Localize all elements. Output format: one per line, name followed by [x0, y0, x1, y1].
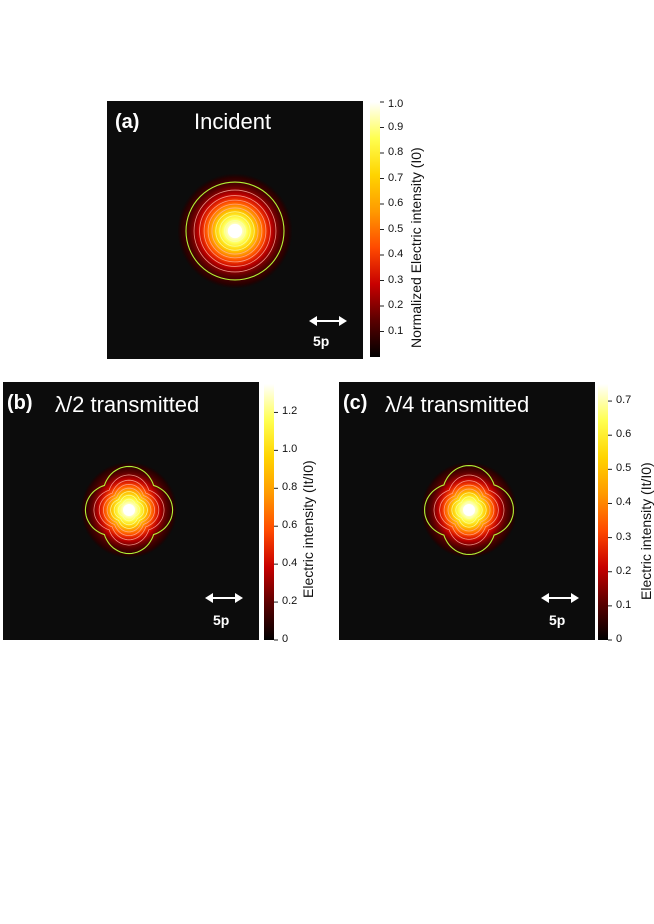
- colorbar-tick-label: 1.0: [282, 443, 298, 455]
- colorbar-tick-label: 0.5: [388, 223, 404, 235]
- panel-title: Incident: [194, 109, 272, 134]
- contour-line: [117, 498, 141, 522]
- colorbar-tick-label: 0.2: [388, 299, 404, 311]
- colorbar-tick-label: 0.6: [388, 197, 404, 209]
- contour-line: [443, 484, 495, 536]
- colorbar-tick-label: 0.3: [388, 274, 404, 286]
- scale-bar-arrow: [541, 593, 579, 603]
- contour-line: [106, 487, 152, 533]
- colorbar-tick-label: 0.1: [616, 599, 632, 611]
- contour-line: [211, 207, 259, 255]
- colorbar-quarter-wave: 0 0.1 0.2 0.3 0.4 0.5 0.6 0.7: [598, 384, 631, 645]
- contour-line: [98, 479, 160, 541]
- contour-line: [455, 496, 483, 524]
- contour-line: [219, 215, 251, 247]
- contour-line: [224, 220, 246, 242]
- colorbar-fill: [264, 384, 274, 640]
- colorbar-title: Electric intensity (It/I0): [638, 462, 654, 600]
- scale-bar-arrow: [309, 316, 347, 326]
- intensity-map: [420, 461, 579, 603]
- contour-line: [460, 501, 478, 519]
- heatmap-panel-incident: (a) Incident 5p: [107, 101, 363, 359]
- colorbar-fill: [370, 102, 380, 357]
- colorbar-title: Electric intensity (It/I0): [300, 460, 316, 598]
- contour-line: [424, 465, 514, 555]
- colorbar-title: Normalized Electric intensity (I0): [408, 147, 424, 348]
- panel-label: (b): [7, 392, 33, 414]
- intensity-map: [177, 173, 347, 326]
- contour-line: [84, 465, 174, 555]
- colorbar-tick-label: 0.5: [616, 462, 632, 474]
- panel-title: λ/4 transmitted: [385, 392, 530, 417]
- colorbar-tick-label: 0.9: [388, 121, 404, 133]
- panel-label: (a): [115, 111, 140, 133]
- colorbar-tick-label: 0.3: [616, 531, 632, 543]
- scale-bar-label: 5p: [213, 612, 230, 628]
- contour-line: [433, 474, 505, 546]
- colorbar-tick-label: 0.2: [282, 595, 298, 607]
- contour-line: [193, 189, 277, 273]
- colorbar-half-wave: 0 0.2 0.4 0.6 0.8 1.0 1.2: [264, 384, 297, 645]
- colorbar-tick-label: 1.2: [282, 405, 298, 417]
- scale-bar-arrow: [205, 593, 243, 603]
- heatmap-panel-quarter-wave: (c) λ/4 transmitted 5p: [339, 382, 595, 640]
- colorbar-tick-label: 0.4: [282, 557, 298, 569]
- intensity-peak: [227, 223, 243, 239]
- contour-line: [185, 181, 285, 281]
- contour-line: [451, 492, 487, 528]
- colorbar-gradient: [370, 101, 384, 357]
- colorbar-tick-label: 0.8: [388, 146, 404, 158]
- contour-line: [110, 491, 148, 529]
- colorbar-tick-label: 0.2: [616, 565, 632, 577]
- contour-line: [439, 480, 499, 540]
- intensity-map: [80, 461, 243, 603]
- contour-line: [93, 474, 165, 546]
- intensity-peak: [463, 504, 475, 516]
- colorbar-fill: [598, 384, 608, 640]
- colorbar-tick-label: 0.7: [616, 394, 632, 406]
- contour-line: [207, 203, 263, 259]
- panel-label: (c): [343, 392, 368, 414]
- intensity-peak: [123, 504, 135, 516]
- contour-line: [102, 483, 156, 537]
- colorbar-incident: 0.1 0.2 0.3 0.4 0.5 0.6 0.7 0.8 0.9 1.0: [370, 99, 403, 357]
- colorbar-tick-label: 0.6: [616, 428, 632, 440]
- colorbar-tick-label: 1.0: [388, 98, 404, 110]
- colorbar-gradient: [264, 384, 278, 641]
- scale-bar-label: 5p: [549, 612, 566, 628]
- contour-line: [199, 195, 271, 267]
- colorbar-tick-label: 0: [282, 633, 289, 645]
- colorbar-tick-label: 0.8: [282, 481, 298, 493]
- colorbar-tick-label: 0.6: [282, 519, 298, 531]
- colorbar-tick-label: 0.4: [388, 248, 404, 260]
- panel-title: λ/2 transmitted: [55, 392, 200, 417]
- heatmap-panel-half-wave: (b) λ/2 transmitted 5p: [3, 382, 259, 640]
- colorbar-tick-label: 0: [616, 633, 623, 645]
- colorbar-tick-label: 0.1: [388, 325, 404, 337]
- colorbar-tick-label: 0.4: [616, 496, 632, 508]
- contour-line: [447, 488, 491, 532]
- scale-bar-label: 5p: [313, 333, 330, 349]
- contour-line: [203, 199, 267, 263]
- contour-line: [215, 211, 255, 251]
- colorbar-tick-label: 0.7: [388, 172, 404, 184]
- contour-line: [113, 494, 145, 526]
- colorbar-gradient: [598, 384, 612, 641]
